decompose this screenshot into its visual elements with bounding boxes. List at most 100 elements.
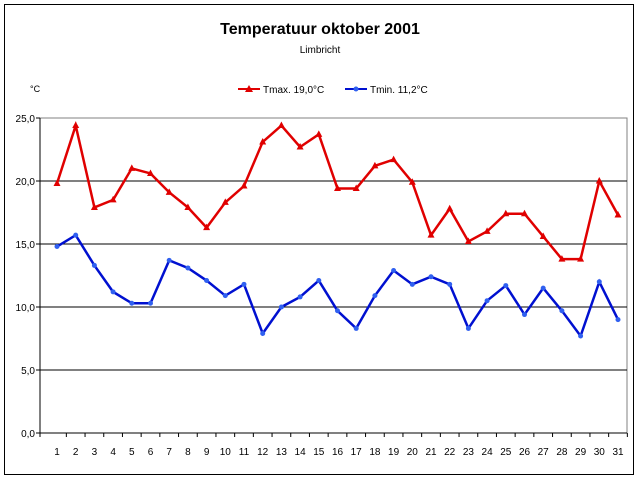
tmin-point [540, 285, 546, 291]
x-tick-label: 5 [129, 447, 135, 458]
x-tick-label: 2 [73, 447, 79, 458]
tmax-point [184, 203, 192, 210]
tmax-point [296, 142, 304, 150]
tmax-point [259, 137, 267, 145]
tmin-point [391, 267, 397, 273]
tmin-point [596, 279, 602, 285]
y-tick-label: 0,0 [21, 429, 35, 440]
tmax-point [539, 232, 547, 239]
tmax-point [558, 255, 566, 262]
tmin-point [278, 304, 284, 310]
tmax-point [90, 203, 98, 210]
tmin-point [73, 232, 79, 238]
legend-tmax-label: Tmax. 19,0°C [263, 85, 324, 96]
y-tick-label: 25,0 [16, 114, 36, 125]
tmin-point [54, 244, 60, 250]
tmin-point [503, 283, 509, 289]
x-tick-label: 23 [463, 447, 475, 458]
x-tick-label: 11 [239, 447, 250, 458]
tmax-point [521, 209, 528, 217]
tmin-point [353, 325, 359, 331]
tmin-point [204, 278, 210, 284]
chart-frame [4, 4, 634, 475]
y-tick-label: 5,0 [21, 366, 35, 377]
x-tick-label: 26 [519, 447, 531, 458]
x-tick-label: 14 [295, 447, 307, 458]
tmax-point [502, 209, 510, 217]
tmin-point [297, 294, 303, 300]
tmax-point [595, 177, 603, 184]
x-tick-label: 19 [388, 447, 400, 458]
tmin-point [335, 308, 340, 314]
x-tick-label: 15 [313, 447, 325, 458]
y-axis-label: °C [30, 84, 41, 94]
tmax-point [464, 237, 472, 244]
x-tick-label: 13 [276, 447, 288, 458]
legend-tmax-marker [245, 85, 253, 92]
x-tick-label: 6 [148, 447, 154, 458]
x-tick-label: 7 [166, 447, 172, 458]
x-tick-label: 1 [54, 447, 60, 458]
series-line-tmax [55, 120, 620, 261]
legend: Tmax. 19,0°C Tmin. 11,2°C [238, 85, 428, 96]
tmax-point [408, 178, 416, 185]
tmax-point [221, 198, 229, 205]
tmin-point [372, 293, 378, 299]
x-tick-label: 16 [332, 447, 344, 458]
tmin-point [409, 281, 415, 287]
tmax-point [203, 223, 211, 231]
tmin-point [447, 281, 453, 287]
chart-subtitle: Limbricht [300, 45, 341, 56]
x-tick-label: 8 [185, 447, 191, 458]
tmin-point [110, 289, 116, 295]
plot-area [39, 117, 628, 434]
legend-tmin-label: Tmin. 11,2°C [370, 85, 428, 96]
x-tick-label: 24 [482, 447, 494, 458]
tmin-point [465, 325, 471, 331]
tmin-point [260, 330, 266, 336]
tmin-point [522, 312, 527, 318]
x-tick-label: 4 [110, 447, 116, 458]
x-tick-label: 22 [444, 447, 456, 458]
tmax-point [446, 204, 454, 212]
legend-tmin-marker [353, 86, 359, 92]
tmax-point [334, 184, 341, 192]
tmin-point [241, 281, 247, 287]
tmax-point [577, 255, 585, 262]
tmax-point [165, 188, 173, 195]
tmin-point [148, 300, 153, 306]
tmin-point [484, 298, 490, 304]
x-tick-label: 25 [500, 447, 512, 458]
x-tick-label: 31 [612, 447, 624, 458]
tmax-point [53, 179, 61, 187]
tmin-point [222, 293, 228, 299]
tmax-point [147, 169, 154, 176]
tmin-point [615, 317, 621, 323]
x-tick-label: 18 [369, 447, 381, 458]
tmax-point [427, 231, 435, 238]
x-tick-label: 28 [556, 447, 568, 458]
tmax-point [109, 195, 117, 203]
x-tick-label: 12 [257, 447, 269, 458]
y-tick-label: 20,0 [16, 177, 36, 188]
x-tick-label: 17 [351, 447, 363, 458]
x-tick-label: 3 [92, 447, 98, 458]
tmax-point [128, 164, 136, 171]
tmax-point [390, 155, 398, 163]
tmin-point [578, 333, 584, 339]
tmax-point [614, 211, 622, 218]
tmax-point [352, 184, 360, 192]
x-tick-label: 20 [407, 447, 419, 458]
x-tick-label: 9 [204, 447, 210, 458]
x-tick-label: 10 [220, 447, 232, 458]
tmax-point [371, 161, 379, 169]
tmin-point [91, 262, 97, 268]
x-tick-label: 21 [425, 447, 437, 458]
tmin-point [129, 300, 135, 306]
x-tick-label: 29 [575, 447, 587, 458]
tmin-point [166, 257, 172, 263]
tmin-point [559, 308, 565, 314]
x-tick-label: 30 [594, 447, 606, 458]
tmax-point [315, 130, 323, 137]
y-tick-label: 10,0 [16, 303, 36, 314]
